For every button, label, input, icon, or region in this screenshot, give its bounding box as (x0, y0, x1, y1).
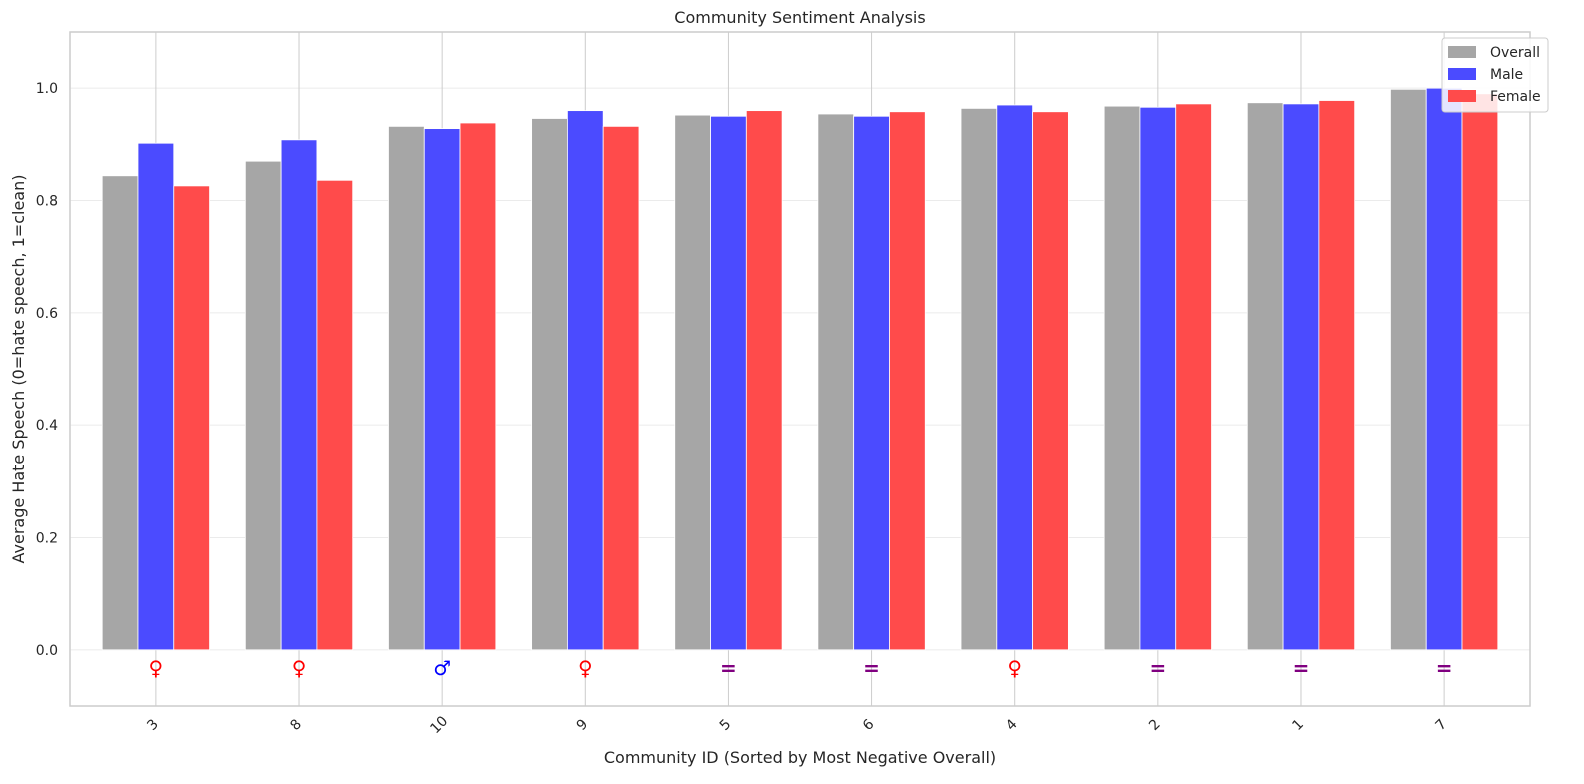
y-tick-label: 1.0 (36, 81, 58, 97)
gender-marker: ♂ (433, 656, 451, 680)
gender-marker: = (720, 656, 737, 680)
x-tick-label: 7 (1432, 716, 1450, 734)
bar-male-3 (137, 142, 175, 651)
y-axis-title: Average Hate Speech (0=hate speech, 1=cl… (9, 175, 28, 564)
bar-overall-4 (960, 107, 998, 651)
gender-marker: ♀ (292, 656, 307, 680)
bar-female-8 (316, 179, 354, 651)
bar-female-4 (1032, 111, 1069, 651)
bar-male-1 (1282, 103, 1320, 651)
bar-overall-3 (101, 175, 139, 651)
bar-overall-7 (1390, 88, 1427, 651)
x-axis-title: Community ID (Sorted by Most Negative Ov… (604, 748, 996, 767)
bar-overall-5 (674, 114, 711, 651)
y-tick-label: 0.4 (36, 418, 58, 434)
bar-female-9 (602, 125, 640, 651)
legend-label-female: Female (1490, 89, 1541, 105)
bar-male-4 (996, 104, 1033, 651)
y-tick-label: 0.0 (36, 643, 58, 659)
bar-female-1 (1318, 100, 1356, 651)
y-axis-ticks: 0.0 0.2 0.4 0.6 0.8 1.0 (36, 81, 58, 659)
legend-swatch-female (1448, 90, 1476, 102)
legend-label-male: Male (1490, 67, 1523, 83)
gender-markers: ♀ ♀ ♂ ♀ = = ♀ = = = (149, 656, 1453, 680)
bar-overall-10 (388, 125, 425, 651)
gender-marker: = (1149, 656, 1166, 680)
chart-title: Community Sentiment Analysis (674, 8, 925, 27)
bar-overall-1 (1246, 102, 1284, 651)
x-tick-label: 9 (574, 716, 592, 734)
x-tick-label: 6 (860, 716, 878, 734)
gender-marker: ♀ (578, 656, 593, 680)
x-tick-label: 2 (1146, 716, 1164, 734)
bar-female-5 (745, 110, 783, 651)
x-tick-label: 3 (144, 716, 162, 734)
x-axis-ticks: 3 8 10 9 5 6 4 2 1 7 (144, 713, 1450, 737)
bar-overall-2 (1103, 105, 1141, 651)
legend-label-overall: Overall (1490, 45, 1540, 61)
bar-overall-6 (817, 113, 855, 651)
y-tick-label: 0.8 (36, 194, 58, 210)
gender-marker: = (1293, 656, 1310, 680)
x-tick-label: 1 (1289, 716, 1307, 734)
bar-female-6 (889, 111, 926, 651)
bar-male-6 (853, 115, 890, 651)
y-tick-label: 0.6 (36, 306, 58, 322)
plot-frame (69, 31, 1531, 707)
bar-female-2 (1175, 103, 1212, 651)
x-tick-label: 8 (287, 716, 305, 734)
bar-female-3 (173, 185, 210, 651)
x-tick-label: 4 (1003, 716, 1021, 734)
bar-female-7 (1461, 93, 1499, 651)
bar-male-10 (423, 128, 461, 651)
bar-male-9 (567, 110, 604, 651)
legend: Overall Male Female (1441, 37, 1549, 113)
x-tick-label: 10 (427, 713, 451, 737)
gender-marker: ♀ (1007, 656, 1022, 680)
bar-female-10 (459, 122, 497, 651)
bar-overall-8 (244, 160, 282, 651)
legend-swatch-male (1448, 68, 1476, 80)
bar-overall-9 (531, 118, 568, 651)
gender-marker: = (863, 656, 880, 680)
gender-marker: = (1436, 656, 1453, 680)
gender-marker: ♀ (149, 656, 164, 680)
y-tick-label: 0.2 (36, 531, 58, 547)
bar-male-8 (280, 139, 318, 651)
bar-male-5 (710, 115, 747, 651)
x-tick-label: 5 (717, 716, 735, 734)
bar-male-7 (1425, 87, 1463, 651)
bar-male-2 (1139, 106, 1177, 651)
bars (101, 87, 1499, 651)
legend-swatch-overall (1448, 46, 1476, 58)
